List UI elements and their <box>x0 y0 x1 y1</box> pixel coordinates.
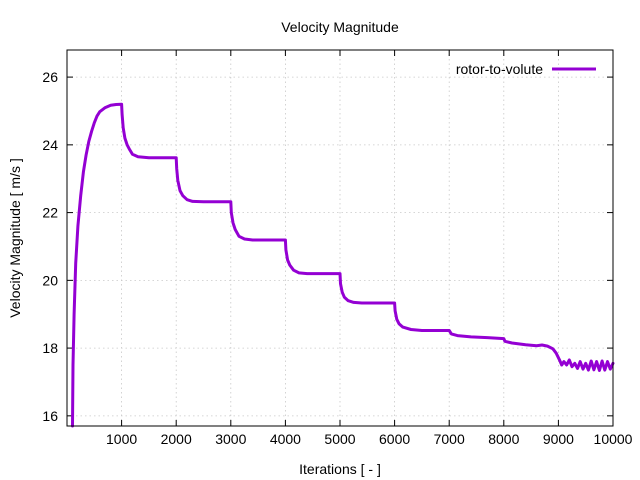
y-tick-label: 20 <box>42 272 58 288</box>
x-tick-label: 10000 <box>594 431 633 447</box>
plot-frame <box>66 49 614 427</box>
x-tick-label: 8000 <box>488 431 519 447</box>
y-tick-label: 16 <box>42 408 58 424</box>
legend-label: rotor-to-volute <box>456 61 543 77</box>
series-line <box>71 102 615 428</box>
y-axis-title: Velocity Magnitude [ m/s ] <box>7 158 23 318</box>
x-tick-label: 2000 <box>161 431 192 447</box>
x-tick-label: 9000 <box>543 431 574 447</box>
y-tick-label: 26 <box>42 69 58 85</box>
x-tick-label: 4000 <box>270 431 301 447</box>
x-tick-label: 7000 <box>434 431 465 447</box>
tick-layer: 1000 2000 3000 4000 5000 6000 7000 8000 9000 1000… <box>42 50 633 447</box>
chart-title: Velocity Magnitude <box>281 19 399 35</box>
y-tick-label: 24 <box>42 137 58 153</box>
y-tick-label: 22 <box>42 205 58 221</box>
y-tick-label: 18 <box>42 340 58 356</box>
x-tick-label: 3000 <box>215 431 246 447</box>
legend: rotor-to-volute <box>456 61 596 77</box>
series-layer <box>71 102 615 428</box>
x-tick-label: 5000 <box>324 431 355 447</box>
x-axis-title: Iterations [ - ] <box>299 461 381 477</box>
grid-layer <box>67 50 613 426</box>
x-tick-label: 6000 <box>379 431 410 447</box>
x-tick-label: 1000 <box>106 431 137 447</box>
